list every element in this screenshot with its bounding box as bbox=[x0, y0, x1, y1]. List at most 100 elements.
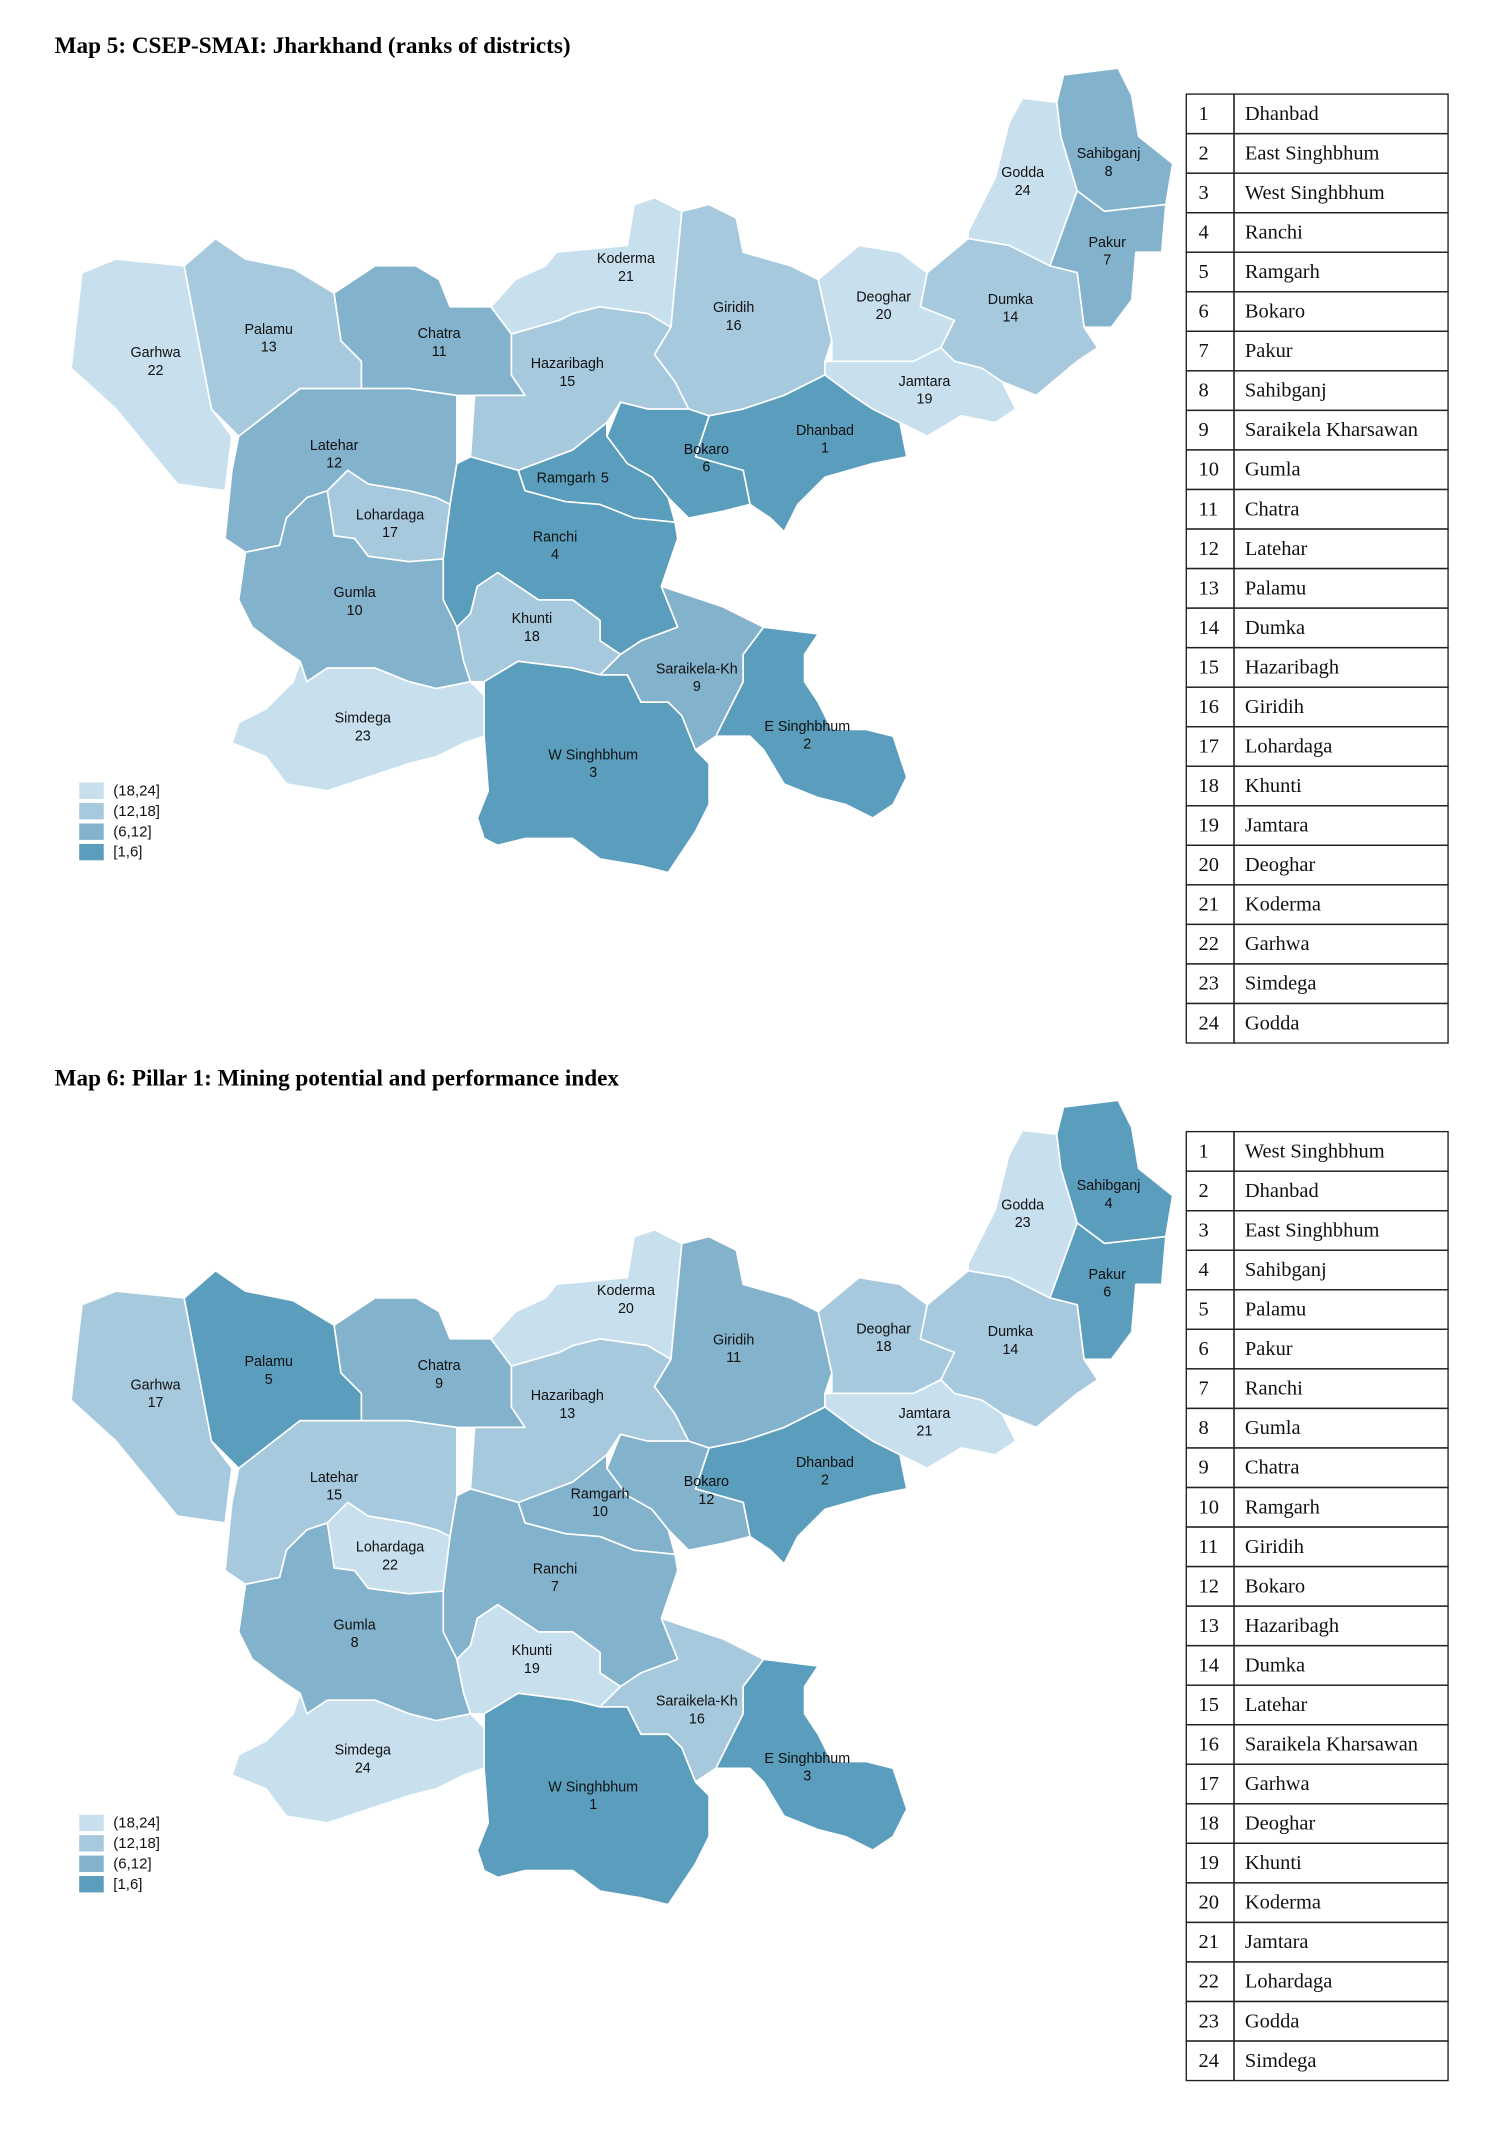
table-rank: 20 bbox=[1199, 854, 1219, 876]
table-rank: 10 bbox=[1199, 459, 1219, 481]
district-name: Gumla bbox=[334, 585, 376, 601]
legend-swatch bbox=[79, 782, 104, 799]
district-name: Godda bbox=[1001, 1197, 1044, 1213]
district bbox=[231, 1692, 485, 1824]
table-district: Ranchi bbox=[1245, 222, 1303, 244]
district-rank: 1 bbox=[821, 441, 829, 457]
legend-label: (6,12] bbox=[113, 1855, 151, 1872]
district-rank: 18 bbox=[876, 1339, 892, 1355]
table-district: Koderma bbox=[1245, 1892, 1321, 1914]
table-district: Hazaribagh bbox=[1245, 656, 1339, 678]
table-rank: 4 bbox=[1199, 222, 1209, 244]
district-name: Jamtara bbox=[899, 374, 951, 390]
district-name: Chatra bbox=[418, 326, 461, 342]
district-name: Hazaribagh bbox=[531, 1388, 604, 1404]
district-name: Giridih bbox=[713, 300, 754, 316]
table-rank: 2 bbox=[1199, 1180, 1209, 1202]
district bbox=[231, 660, 485, 792]
district-name: W Singhbhum bbox=[548, 747, 638, 763]
table-district: Ramgarh bbox=[1245, 1496, 1320, 1518]
district-name: Lohardaga bbox=[356, 1540, 424, 1556]
legend-label: (18,24] bbox=[113, 1815, 160, 1832]
table-rank: 4 bbox=[1199, 1259, 1209, 1281]
map: Garhwa22Palamu13Chatra11Koderma21Hazarib… bbox=[70, 67, 1174, 874]
table-rank: 21 bbox=[1199, 1931, 1219, 1953]
table-cell bbox=[1185, 1130, 1235, 1172]
district-name: Godda bbox=[1001, 165, 1044, 181]
table-district: Koderma bbox=[1245, 894, 1321, 916]
table-district: West Singhbhum bbox=[1245, 1140, 1385, 1162]
district-rank: 8 bbox=[1105, 164, 1113, 180]
table-district: Palamu bbox=[1245, 577, 1306, 599]
district-rank: 21 bbox=[917, 1424, 933, 1440]
district-name: Ramgarh bbox=[537, 471, 596, 487]
table-cell bbox=[1185, 1407, 1235, 1449]
map-title: Map 6: Pillar 1: Mining potential and pe… bbox=[55, 1065, 620, 1091]
table-rank: 5 bbox=[1199, 1299, 1209, 1321]
district-rank: 15 bbox=[559, 374, 575, 390]
district-rank: 10 bbox=[347, 603, 363, 619]
district-rank: 9 bbox=[435, 1376, 443, 1392]
table-rank: 6 bbox=[1199, 1338, 1209, 1360]
table-cell bbox=[1185, 1368, 1235, 1410]
table-district: Dumka bbox=[1245, 1654, 1305, 1676]
table-cell bbox=[1185, 291, 1235, 332]
district-rank: 8 bbox=[351, 1635, 359, 1651]
district-rank: 23 bbox=[355, 728, 371, 744]
table-district: Saraikela Kharsawan bbox=[1245, 1734, 1418, 1756]
table-district: Khunti bbox=[1245, 1852, 1302, 1874]
table-rank: 8 bbox=[1199, 1417, 1209, 1439]
table-cell bbox=[1185, 132, 1235, 174]
district-rank: 22 bbox=[148, 363, 164, 379]
district bbox=[70, 1290, 233, 1524]
district-name: Dumka bbox=[988, 292, 1033, 308]
table-district: Palamu bbox=[1245, 1299, 1306, 1321]
district-name: Ramgarh bbox=[571, 1486, 630, 1502]
district-rank: 6 bbox=[1103, 1285, 1111, 1301]
district bbox=[919, 237, 1099, 397]
table-district: Deoghar bbox=[1245, 854, 1316, 876]
legend-label: (18,24] bbox=[113, 782, 160, 799]
district-rank: 11 bbox=[726, 1350, 741, 1366]
district-rank: 17 bbox=[382, 525, 398, 541]
district-rank: 2 bbox=[821, 1473, 829, 1489]
legend-swatch bbox=[79, 1876, 104, 1893]
table-district: Dhanbad bbox=[1245, 1180, 1319, 1202]
district-name: Latehar bbox=[310, 438, 359, 454]
district-rank: 24 bbox=[1015, 183, 1031, 199]
table-rank: 12 bbox=[1199, 1575, 1219, 1597]
district-name: Pakur bbox=[1089, 1267, 1127, 1283]
table-district: Hazaribagh bbox=[1245, 1615, 1339, 1637]
table-district: Giridih bbox=[1245, 1536, 1304, 1558]
table-district: West Singhbhum bbox=[1245, 182, 1385, 204]
district-name: Palamu bbox=[244, 322, 292, 338]
district-rank: 20 bbox=[876, 307, 892, 323]
table-cell bbox=[1185, 1289, 1235, 1331]
district-name: Koderma bbox=[597, 251, 655, 267]
table-rank: 17 bbox=[1199, 1773, 1219, 1795]
district-name: Chatra bbox=[418, 1358, 461, 1374]
district-rank: 13 bbox=[261, 340, 277, 356]
table-rank: 14 bbox=[1199, 1654, 1219, 1676]
district-name: E Singhbhum bbox=[764, 1751, 850, 1767]
table-rank: 23 bbox=[1199, 973, 1219, 995]
district-name: Jamtara bbox=[899, 1406, 951, 1422]
district-rank: 15 bbox=[326, 1488, 342, 1504]
district-name: Deoghar bbox=[856, 1321, 911, 1337]
table-district: Sahibganj bbox=[1245, 1259, 1327, 1281]
district-name: E Singhbhum bbox=[764, 719, 850, 735]
table-rank: 20 bbox=[1199, 1892, 1219, 1914]
district bbox=[70, 258, 233, 492]
district-name: Deoghar bbox=[856, 289, 911, 305]
table-district: Garhwa bbox=[1245, 933, 1310, 955]
table-rank: 14 bbox=[1199, 617, 1219, 639]
district-name: Simdega bbox=[335, 1743, 391, 1759]
district-name: Ranchi bbox=[533, 529, 578, 545]
table-rank: 1 bbox=[1199, 103, 1209, 125]
table-rank: 24 bbox=[1199, 1012, 1219, 1034]
table-rank: 23 bbox=[1199, 2010, 1219, 2032]
district-rank: 12 bbox=[326, 456, 342, 472]
district-name: Giridih bbox=[713, 1332, 754, 1348]
table-district: Ranchi bbox=[1245, 1378, 1303, 1400]
